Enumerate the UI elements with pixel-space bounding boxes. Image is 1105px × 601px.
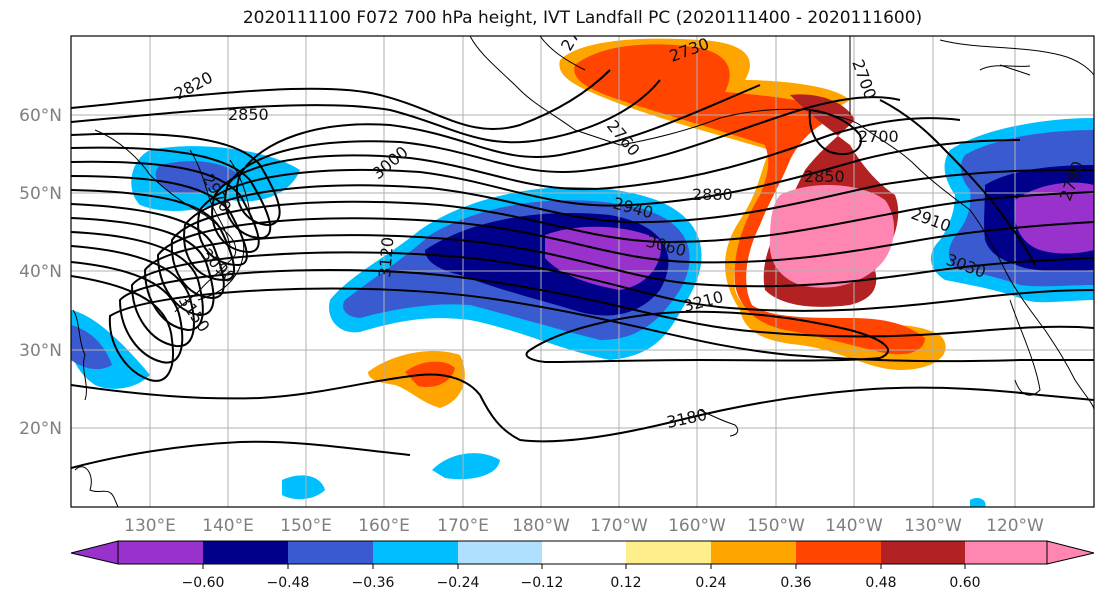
colorbar-segment [118,541,203,564]
height-contours [71,69,1094,469]
colorbar-segment [288,541,373,564]
lat-tick-label: 60°N [19,106,62,126]
contour-label: 2850 [804,167,845,186]
lat-tick-label: 50°N [19,184,62,204]
ivt-negative-region [71,325,112,370]
lon-tick-label: 180°W [512,516,570,536]
colorbar-tick-label: 0.48 [865,575,896,591]
contour-label: 3120 [375,236,397,278]
map-title: 2020111100 F072 700 hPa height, IVT Land… [242,8,923,28]
lat-tick-label: 30°N [19,341,62,361]
colorbar-tick-label: −0.48 [267,575,310,591]
colorbar-tick-label: −0.24 [437,575,480,591]
ivt-negative-region [970,497,986,507]
colorbar-extend-min [70,540,119,565]
colorbar-segment [626,541,711,564]
colorbar-segment [458,541,542,564]
colorbar-segment [373,541,458,564]
contour-label: 2850 [228,105,269,124]
map-frame [70,35,1095,508]
ivt-negative-region [155,161,240,194]
lon-tick-label: 140°E [202,516,254,536]
lon-tick-label: 170°E [437,516,489,536]
colorbar-segment [542,541,626,564]
colorbar: −0.60 −0.48 −0.36 −0.24 −0.12 0.12 0.24 … [70,540,1095,591]
longitude-labels: 130°E 140°E 150°E 160°E 170°E 180°W 170°… [124,516,1044,536]
colorbar-segment [796,541,881,564]
colorbar-tick-label: 0.36 [780,575,811,591]
colorbar-tick-label: −0.36 [352,575,395,591]
ivt-negative-region [282,475,325,500]
colorbar-outline [117,540,1048,565]
ivt-positive-region [769,184,895,288]
ivt-positive-region [559,38,946,370]
colorbar-segment [965,541,1047,564]
lat-tick-label: 40°N [19,262,62,282]
ivt-negative-region [432,453,500,480]
colorbar-tick-label: 0.12 [610,575,641,591]
colorbar-tick-label: −0.60 [182,575,225,591]
colorbar-extend-max [1046,540,1095,565]
lon-tick-label: 130°W [904,516,962,536]
lon-tick-label: 170°W [590,516,648,536]
lon-tick-label: 150°E [280,516,332,536]
latitude-labels: 20°N 30°N 40°N 50°N 60°N [19,106,62,439]
lon-tick-label: 160°E [358,516,410,536]
ivt-positive-region [574,44,925,355]
graticule [71,36,1094,507]
lat-tick-label: 20°N [19,419,62,439]
lon-tick-label: 160°W [668,516,726,536]
ivt-negative-region [1014,182,1094,254]
lon-tick-label: 120°W [986,516,1044,536]
lon-tick-label: 130°E [124,516,176,536]
colorbar-segment [711,541,796,564]
contour-label: 2880 [692,185,733,204]
colorbar-segment [881,541,965,564]
contour-label: 2700 [858,127,899,146]
colorbar-tick-label: 0.24 [695,575,726,591]
lon-tick-label: 140°W [825,516,883,536]
colorbar-tick-label: −0.12 [521,575,564,591]
ivt-positive-region [600,53,694,92]
colorbar-ticks [202,564,966,569]
colorbar-tick-label: 0.60 [949,575,980,591]
colorbar-segment [203,541,288,564]
lon-tick-label: 150°W [747,516,805,536]
